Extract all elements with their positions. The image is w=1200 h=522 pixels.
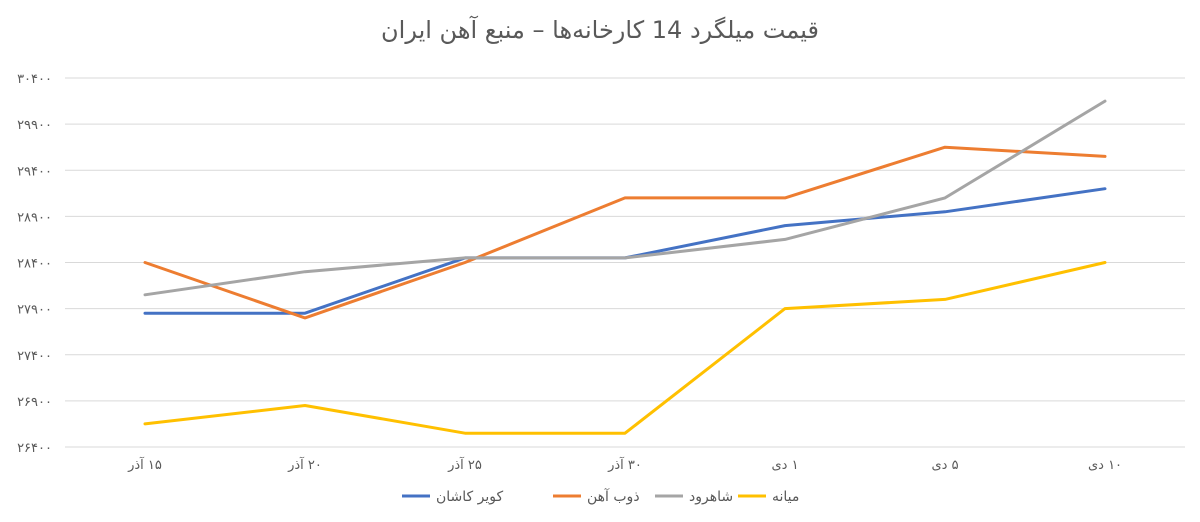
- legend-label: میانه: [772, 489, 799, 505]
- x-tick-label: ۵ دی: [931, 458, 958, 473]
- y-tick-label: ۲۶۹۰۰: [17, 395, 52, 410]
- legend: کویر کاشان ذوب آهن شاهرود میانه: [402, 488, 799, 505]
- y-tick-label: ۲۷۹۰۰: [17, 303, 52, 318]
- series-lines: [143, 99, 1107, 435]
- legend-label: کویر کاشان: [436, 489, 504, 505]
- x-tick-label: ۱۵ آذر: [127, 456, 162, 473]
- y-tick-label: ۲۹۹۰۰: [17, 118, 52, 133]
- x-tick-label: ۳۰ آذر: [607, 456, 642, 473]
- chart-title: قیمت میلگرد 14 کارخانه‌ها – منبع آهن ایر…: [381, 15, 819, 44]
- legend-label: شاهرود: [689, 489, 733, 505]
- series-line: [143, 145, 1107, 320]
- x-tick-label: ۲۰ آذر: [287, 456, 322, 473]
- y-tick-label: ۲۸۴۰۰: [17, 257, 52, 272]
- y-tick-label: ۲۶۴۰۰: [17, 441, 52, 456]
- legend-label: ذوب آهن: [587, 488, 640, 505]
- y-tick-label: ۳۰۴۰۰: [17, 72, 52, 87]
- x-tick-label: ۱۰ دی: [1088, 458, 1122, 473]
- y-tick-label: ۲۷۴۰۰: [17, 349, 52, 364]
- grid-lines: [65, 77, 1185, 448]
- x-tick-label: ۱ دی: [771, 458, 798, 473]
- series-line: [143, 261, 1107, 435]
- series-line: [143, 99, 1107, 297]
- y-tick-label: ۲۹۴۰۰: [17, 164, 52, 179]
- y-tick-label: ۲۸۹۰۰: [17, 210, 52, 225]
- x-tick-label: ۲۵ آذر: [447, 456, 482, 473]
- axes: ۲۶۴۰۰ ۲۶۹۰۰ ۲۷۴۰۰ ۲۷۹۰۰ ۲۸۴۰۰ ۲۸۹۰۰ ۲۹۴۰۰ ۲۹۹۰۰…: [17, 72, 1122, 473]
